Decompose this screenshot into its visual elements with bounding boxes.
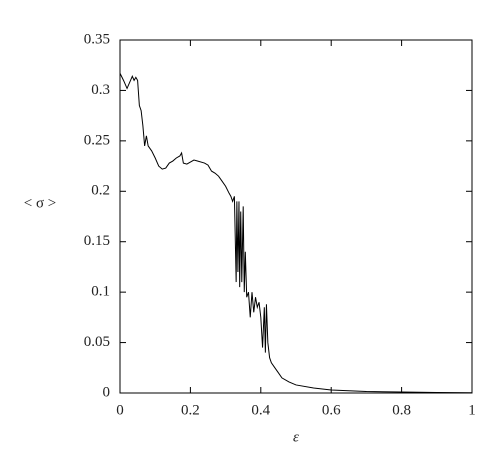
y-tick-label: 0.05 (84, 334, 110, 350)
x-tick-label: 1 (468, 402, 476, 418)
x-tick-label: 0.6 (322, 402, 341, 418)
x-tick-label: 0.8 (392, 402, 411, 418)
x-tick-label: 0 (116, 402, 124, 418)
y-tick-label: 0.2 (91, 183, 110, 199)
data-line (119, 73, 473, 394)
y-tick-label: 0 (103, 384, 111, 400)
x-tick-label: 0.2 (181, 402, 200, 418)
y-tick-label: 0.15 (84, 233, 110, 249)
y-tick-label: 0.35 (84, 31, 110, 47)
y-tick-label: 0.1 (91, 284, 110, 300)
plot-frame (119, 39, 473, 394)
y-tick-label: 0.25 (84, 132, 110, 148)
x-axis-label: ε (293, 429, 299, 445)
x-tick-label: 0.4 (251, 402, 270, 418)
y-tick-label: 0.3 (91, 82, 110, 98)
y-axis-label: < σ > (24, 195, 57, 211)
